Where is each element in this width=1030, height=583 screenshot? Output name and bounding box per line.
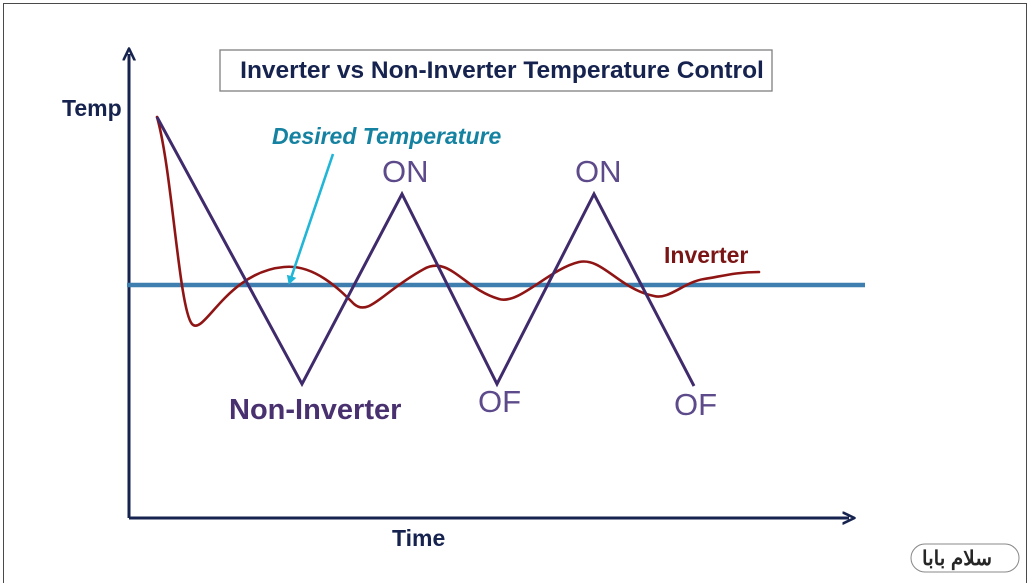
svg-text:Desired Temperature: Desired Temperature bbox=[272, 123, 501, 149]
svg-text:ON: ON bbox=[575, 154, 622, 189]
svg-text:Non-Inverter: Non-Inverter bbox=[229, 394, 401, 426]
svg-text:Inverter: Inverter bbox=[664, 242, 748, 268]
svg-text:OF: OF bbox=[478, 384, 521, 419]
svg-text:سلام بابا: سلام بابا bbox=[922, 548, 992, 571]
svg-text:Temp: Temp bbox=[62, 95, 122, 121]
svg-text:OF: OF bbox=[674, 387, 717, 422]
svg-text:ON: ON bbox=[382, 154, 429, 189]
svg-text:Inverter vs Non-Inverter Tempe: Inverter vs Non-Inverter Temperature Con… bbox=[240, 57, 764, 84]
svg-text:Time: Time bbox=[392, 525, 445, 551]
